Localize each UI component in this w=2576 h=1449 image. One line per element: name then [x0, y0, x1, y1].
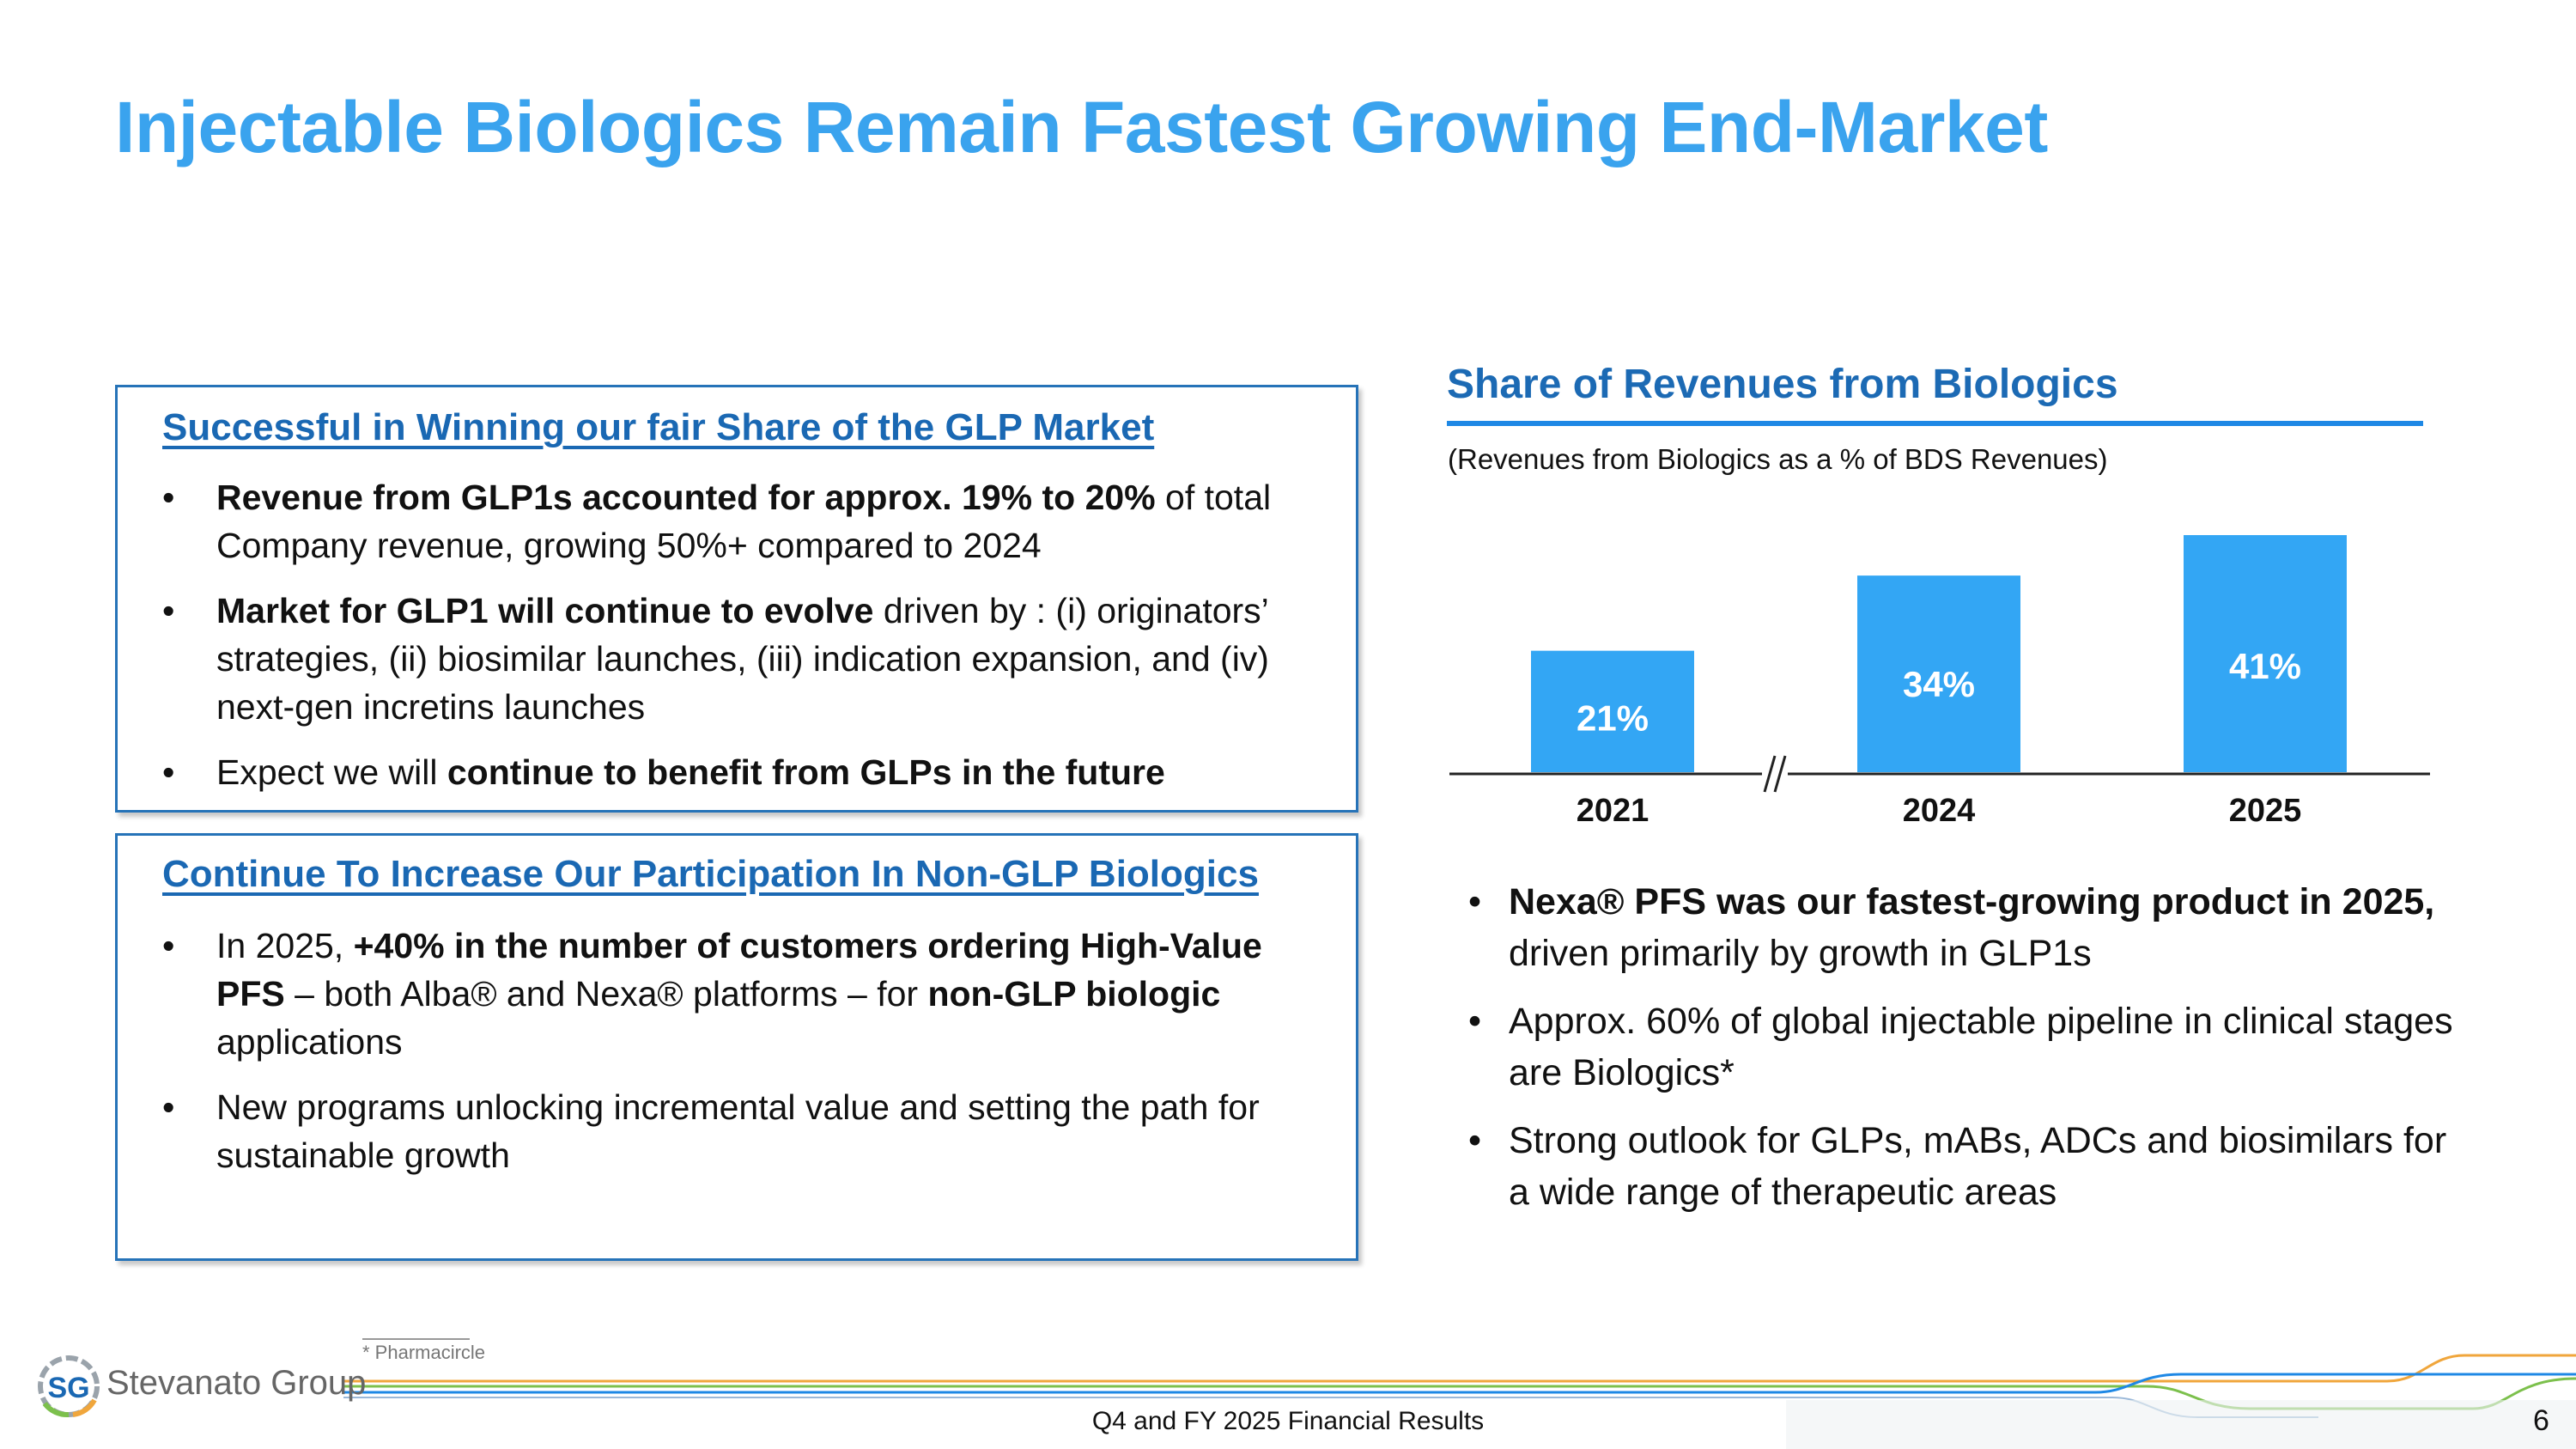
footer-title: Q4 and FY 2025 Financial Results — [1091, 1407, 1485, 1435]
bullet-text: driven by : (i) originators’ strategies,… — [216, 591, 1269, 727]
non-glp-box: Continue To Increase Our Participation I… — [115, 833, 1358, 1261]
bullet-icon: • — [162, 926, 175, 965]
bullet-bold-text: Revenue from GLP1s accounted for approx.… — [216, 478, 1156, 517]
stevanato-logo-icon: SG — [38, 1355, 100, 1418]
bullet-icon: • — [162, 478, 175, 517]
x-tick-label-2021: 2021 — [1577, 793, 1649, 829]
list-item: • Market for GLP1 will continue to evolve… — [162, 587, 1321, 731]
chart-subtitle: (Revenues from Biologics as a % of BDS R… — [1448, 443, 2108, 475]
data-label-2025: 41% — [2229, 646, 2301, 686]
bar-2025 — [2184, 535, 2347, 772]
glp-market-box: Successful in Winning our fair Share of … — [115, 385, 1358, 813]
list-item: • New programs unlocking incremental valu… — [162, 1083, 1321, 1179]
bullet-bold-text: non-GLP biologic — [927, 974, 1221, 1014]
bullet-bold-text: +40% in the number of customers ordering… — [216, 926, 1262, 1014]
glp-market-heading: Successful in Winning our fair Share of … — [162, 406, 1155, 448]
bullet-text: New programs unlocking incremental value… — [216, 1087, 1260, 1175]
bar-2024 — [1857, 575, 2020, 772]
chart-title: Share of Revenues from Biologics — [1447, 362, 2118, 407]
biologics-highlights: • Nexa® PFS was our fastest-growing produ… — [1468, 876, 2473, 1234]
list-item: • Approx. 60% of global injectable pipeli… — [1468, 995, 2473, 1099]
bullet-text: Expect we will — [216, 752, 447, 792]
footnote-rule — [362, 1338, 470, 1340]
bullet-icon: • — [162, 752, 175, 792]
bullet-icon: • — [1468, 881, 1482, 922]
chart-title-rule — [1447, 421, 2423, 426]
slide-title: Injectable Biologics Remain Fastest Grow… — [115, 87, 2048, 167]
logo-mark-text: SG — [47, 1372, 89, 1404]
bullet-icon: • — [1468, 1120, 1482, 1161]
bullet-bold-text: Nexa® PFS was our fastest-growing produc… — [1509, 881, 2435, 922]
axis-break-icon — [1762, 755, 1788, 793]
bullet-text: Approx. 60% of global injectable pipelin… — [1509, 1001, 2453, 1093]
biologics-bar-chart: 21% 2021 34% 2024 41% 2025 — [1449, 535, 2430, 829]
data-label-2024: 34% — [1903, 664, 1975, 704]
page-number: 6 — [2533, 1404, 2549, 1437]
x-tick-label-2024: 2024 — [1903, 793, 1976, 829]
bullet-text: applications — [216, 1022, 403, 1062]
list-item: • In 2025, +40% in the number of customer… — [162, 922, 1321, 1066]
data-label-2021: 21% — [1577, 697, 1649, 738]
non-glp-bullets: • In 2025, +40% in the number of customer… — [162, 922, 1321, 1196]
bullet-icon: • — [162, 591, 175, 630]
bullet-text: – both Alba® and Nexa® platforms – for — [284, 974, 928, 1014]
bullet-icon: • — [1468, 1001, 1482, 1042]
list-item: • Nexa® PFS was our fastest-growing produ… — [1468, 876, 2473, 979]
list-item: • Expect we will continue to benefit from… — [162, 748, 1321, 796]
bullet-text: of total Company revenue, growing 50%+ c… — [216, 478, 1272, 565]
bullet-bold-text: Market for GLP1 will continue to evolve — [216, 591, 874, 630]
list-item: • Strong outlook for GLPs, mABs, ADCs and… — [1468, 1115, 2473, 1218]
glp-market-bullets: • Revenue from GLP1s accounted for approx… — [162, 473, 1321, 813]
x-tick-label-2025: 2025 — [2229, 793, 2302, 829]
list-item: • Revenue from GLP1s accounted for approx… — [162, 473, 1321, 569]
footnote: * Pharmacircle — [362, 1342, 486, 1363]
non-glp-heading: Continue To Increase Our Participation I… — [162, 853, 1259, 895]
bullet-text: Strong outlook for GLPs, mABs, ADCs and … — [1509, 1120, 2447, 1213]
bullet-text: driven primarily by growth in GLP1s — [1509, 933, 2092, 974]
company-logo-text: Stevanato Group — [106, 1364, 367, 1402]
bullet-icon: • — [162, 1087, 175, 1127]
bar-2021 — [1531, 650, 1694, 772]
bullet-text: In 2025, — [216, 926, 354, 965]
bullet-bold-text: continue to benefit from GLPs in the fut… — [447, 752, 1165, 792]
